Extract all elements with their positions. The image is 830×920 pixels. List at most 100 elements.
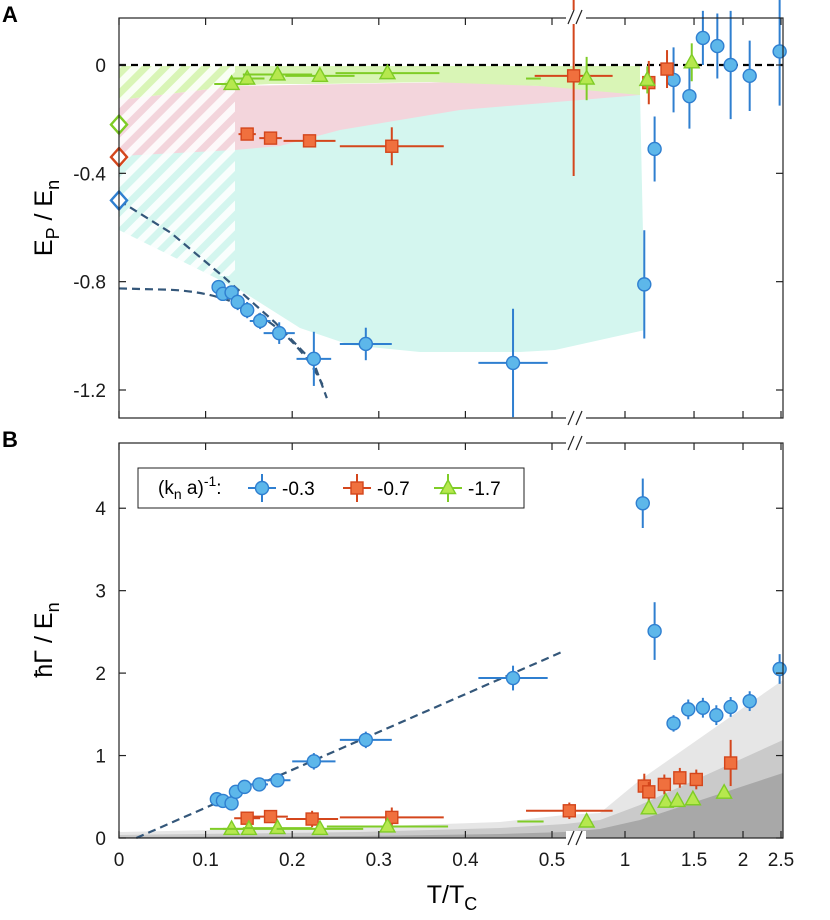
panel-b-label: B [2,427,18,452]
panel-a-frame [118,17,784,419]
data-point-blue [239,302,255,318]
data-point-green [268,818,287,835]
legend-marker-green [439,478,457,495]
data-point-blue [358,336,374,352]
data-point-green [311,819,329,836]
x-tick-label: 1 [620,850,631,871]
data-point-blue [710,38,725,54]
legend-label: -1.7 [468,479,501,500]
data-point-blue [306,351,322,367]
linear-fit-line [135,651,562,840]
panel-a-label: A [2,2,18,27]
x-tick-label: 1.5 [681,850,707,871]
legend-marker-red [350,481,364,495]
series-red [238,0,674,177]
data-point-blue [682,88,697,104]
panel-b-axis-break [566,435,586,846]
data-point-red [305,812,319,826]
panel-a: A 0 -0.4 -0.8 -1.2 EP / En [2,0,787,426]
data-point-blue [742,693,757,709]
panel-a-y-axis-label: EP / En [30,180,63,256]
data-point-red [302,134,317,148]
x-tick-label: 0.3 [366,850,392,871]
data-point-green [715,783,733,799]
data-point-green [577,812,596,828]
panel-a-marks [109,0,787,418]
data-point-blue [306,754,322,769]
y-tick-label: 0 [95,56,106,77]
data-point-blue [695,700,711,715]
data-point-blue [270,773,285,788]
panel-b-marks [209,478,787,836]
data-point-blue [772,44,787,59]
y-tick-label: 3 [95,582,106,603]
panel-b-ylabel: ħΓ / En [30,602,63,677]
data-point-blue [237,779,252,795]
x-tick-label: 0.4 [452,850,479,871]
data-point-green [268,65,287,81]
data-point-green [222,819,241,836]
series-red [234,739,738,828]
y-tick-label: 4 [95,499,106,520]
data-point-blue [723,57,738,73]
y-tick-label: -0.4 [73,164,106,185]
panel-b-y-axis-label: ħΓ / En [30,602,63,677]
legend-label: -0.3 [282,479,315,500]
data-point-blue [635,496,650,511]
x-tick-label: 0.2 [279,850,305,871]
data-point-red [566,69,581,83]
gray-region-dark [119,773,783,838]
data-point-green [378,63,397,80]
data-point-blue [709,707,724,723]
data-point-red [263,809,278,824]
data-point-red [723,756,738,770]
legend-label: -0.7 [377,479,410,500]
panel-b-curves [135,651,562,840]
series-green [214,43,701,101]
legend-title: (kn a)-1: [158,473,222,502]
y-tick-label: 2 [95,664,106,685]
data-point-blue [647,141,662,157]
x-axis-label: T/TC [427,881,478,914]
data-point-red [240,127,254,141]
x-tick-label: 0 [114,850,125,871]
y-tick-label: 1 [95,747,106,768]
data-point-blue [742,68,757,84]
data-point-blue [230,294,245,310]
data-point-blue [505,355,521,371]
data-point-green [640,798,658,815]
data-point-red [642,785,656,799]
data-point-blue [637,277,652,292]
data-point-green [577,69,596,85]
data-point-green [657,792,675,808]
data-point-green [683,52,701,69]
y-tick-label: 0 [95,829,106,850]
data-point-blue [252,777,267,792]
data-point-red [240,811,254,825]
data-point-blue [723,699,738,715]
panel-b-ticks: 0 1 2 3 4 0 0.1 0.2 0.3 0.4 0.5 1 1.5 2 2.5 [95,443,794,871]
x-tick-label: 0.1 [192,850,218,871]
data-point-red [385,139,399,153]
cyan-region [119,92,645,352]
panel-a-ylabel: EP / En [30,180,63,256]
data-point-green [238,69,256,85]
panel-a-y-ticks: 0 -0.4 -0.8 -1.2 [73,18,783,418]
data-point-green [222,74,241,91]
panel-a-regions [119,66,645,352]
fit-curve-1 [118,199,328,399]
x-tick-label: 2 [738,850,749,871]
data-point-blue [695,30,711,46]
y-tick-label: -0.8 [73,273,106,294]
data-point-red [657,777,672,792]
data-point-red [562,804,577,818]
legend-entries: -0.3 -0.7 -1.7 [248,474,501,502]
y-tick-label: -1.2 [73,381,106,402]
data-point-blue [666,716,681,731]
data-point-red [263,131,278,145]
series-blue [209,478,787,811]
data-point-green [684,789,702,806]
data-point-blue [252,313,268,329]
